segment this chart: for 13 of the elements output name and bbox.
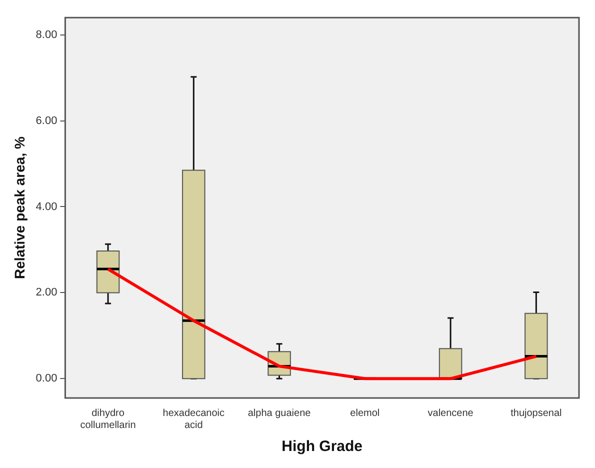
x-tick-label: dihydro collumellarin — [80, 408, 136, 431]
x-tick-label: valencene — [428, 408, 474, 419]
x-tick-label: alpha guaiene — [248, 408, 312, 419]
y-tick-label: 0.00 — [36, 372, 58, 385]
x-tick-label: hexadecanoic acid — [162, 408, 225, 431]
x-tick-label: thujopsenal — [510, 408, 562, 419]
y-tick-label: 8.00 — [36, 28, 58, 41]
x-axis-title: High Grade — [282, 438, 363, 456]
y-tick-label: 6.00 — [36, 114, 58, 127]
y-axis-title: Relative peak area, % — [11, 136, 28, 280]
y-tick-label: 4.00 — [36, 200, 58, 213]
x-tick-label: elemol — [350, 408, 380, 419]
y-tick-label: 2.00 — [36, 286, 58, 299]
